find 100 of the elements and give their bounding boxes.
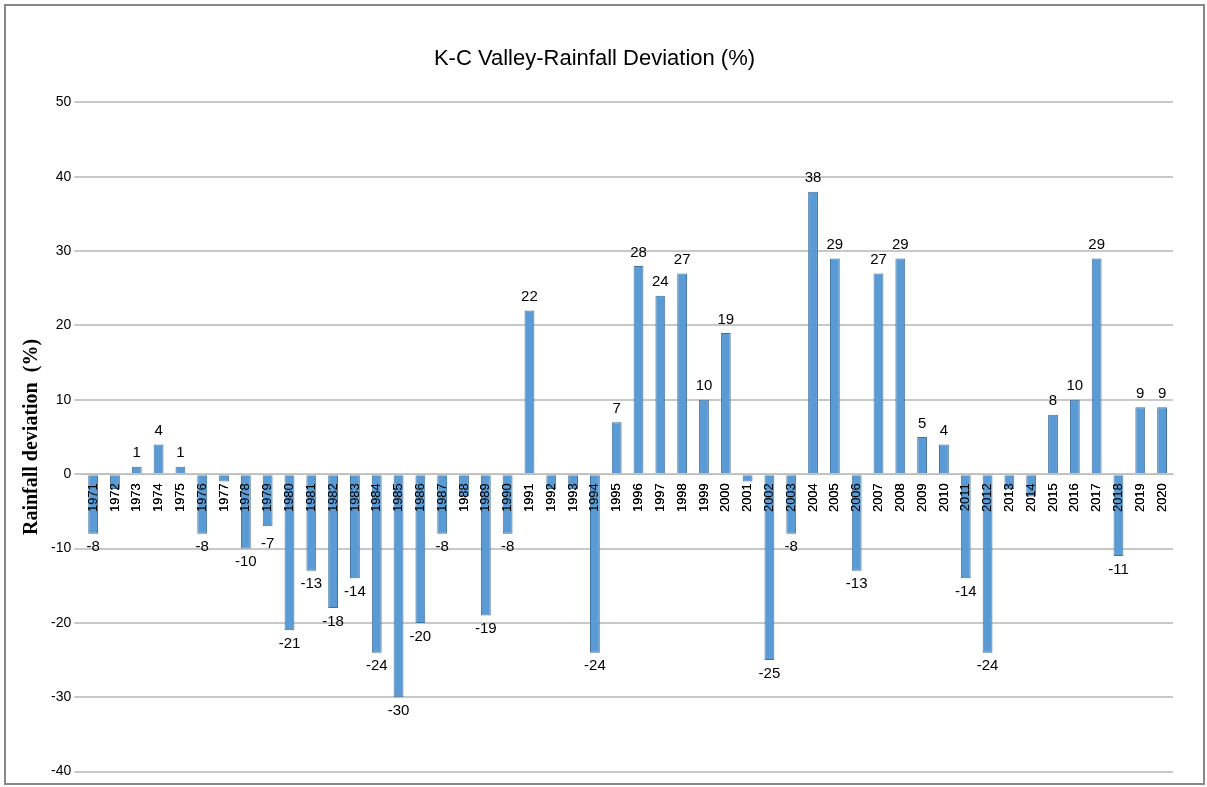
x-tick-label: 1981	[302, 483, 318, 513]
data-label: -13	[845, 574, 868, 592]
data-label: 10	[695, 376, 713, 394]
x-tick-label: 1978	[237, 483, 253, 513]
x-tick-label: 2014	[1022, 483, 1038, 513]
x-tick-label: 2018	[1110, 483, 1126, 513]
data-label: 1	[176, 443, 185, 461]
x-tick-label: 1998	[673, 483, 689, 513]
x-tick-label: 2000	[717, 483, 733, 513]
x-tick-label: 1987	[433, 483, 449, 513]
x-tick-label: 1980	[281, 483, 297, 513]
data-label: -14	[954, 581, 977, 599]
data-label: 28	[630, 242, 647, 260]
data-label: -10	[235, 552, 257, 570]
data-label: -7	[260, 533, 275, 551]
data-label: 29	[891, 235, 909, 253]
x-tick-label: 2016	[1066, 483, 1082, 513]
data-label: 4	[154, 421, 163, 439]
data-label: 9	[1157, 383, 1167, 401]
x-tick-label: 2010	[935, 483, 951, 513]
x-tick-label: 2013	[1000, 483, 1016, 513]
x-tick-label: 1983	[346, 483, 362, 513]
x-tick-label: 2006	[848, 483, 864, 513]
data-label: 38	[804, 168, 822, 186]
y-axis-title: Rainfall deviation (%)	[19, 338, 43, 536]
x-tick-label: 2005	[826, 483, 842, 513]
x-tick-label: 1992	[542, 483, 558, 513]
data-label: 7	[612, 398, 621, 416]
x-tick-label: 2008	[891, 483, 907, 513]
data-label: -18	[322, 611, 344, 629]
data-label: 22	[521, 287, 538, 305]
y-tick-label: 40	[55, 167, 72, 184]
data-label: 27	[673, 250, 691, 268]
data-label: -24	[976, 656, 999, 674]
x-tick-label: 1999	[695, 483, 711, 513]
data-label: -24	[365, 656, 388, 674]
data-label: -11	[1108, 559, 1129, 577]
data-label: 4	[939, 421, 949, 439]
x-tick-label: 1994	[586, 483, 602, 513]
x-tick-label: 2004	[804, 483, 820, 513]
x-tick-label: 1972	[106, 483, 122, 513]
y-tick-label: 0	[63, 465, 72, 482]
data-label: -24	[584, 656, 606, 674]
x-tick-label: 1989	[477, 483, 493, 513]
data-label: 5	[917, 413, 927, 431]
x-tick-label: 2003	[782, 483, 798, 513]
data-label: 10	[1066, 376, 1084, 394]
y-tick-label: -40	[51, 762, 72, 779]
data-label: -8	[435, 537, 449, 555]
x-tick-label: 1986	[411, 483, 427, 513]
data-label: 29	[1088, 235, 1105, 253]
data-label: -20	[409, 626, 432, 644]
x-tick-label: 1976	[193, 483, 209, 513]
data-label: -25	[758, 663, 781, 681]
x-tick-label: 1974	[150, 483, 166, 513]
data-label: -8	[784, 537, 798, 555]
data-label: -21	[278, 633, 301, 651]
data-label: -8	[500, 537, 515, 555]
y-tick-label: 50	[55, 93, 72, 110]
x-tick-label: 1975	[171, 483, 187, 513]
x-tick-label: 1979	[259, 483, 275, 513]
y-tick-label: 10	[55, 390, 72, 407]
x-tick-label: 1991	[521, 483, 537, 513]
x-tick-label: 2007	[870, 483, 886, 513]
x-tick-label: 2015	[1044, 483, 1060, 513]
x-tick-label: 1995	[608, 483, 624, 513]
y-tick-label: -30	[51, 688, 72, 705]
y-tick-label: 30	[55, 241, 72, 258]
x-tick-label: 1990	[499, 483, 515, 513]
x-tick-label: 2020	[1153, 483, 1169, 513]
data-label: -13	[300, 574, 323, 592]
data-label: -8	[195, 537, 209, 555]
x-tick-label: 1984	[368, 483, 384, 513]
data-label: -19	[474, 619, 497, 637]
data-label: 27	[870, 250, 887, 268]
data-label: 19	[717, 309, 735, 327]
x-tick-label: 2009	[913, 483, 929, 513]
x-tick-label: 1993	[564, 483, 580, 513]
x-tick-label: 2011	[957, 483, 973, 512]
data-label: 8	[1048, 391, 1058, 409]
x-tick-label: 1996	[630, 483, 646, 513]
data-label: 24	[652, 272, 669, 290]
x-tick-label: 1988	[455, 483, 471, 513]
data-label: 9	[1136, 383, 1145, 401]
y-tick-label: 20	[55, 316, 72, 333]
x-tick-label: 1973	[128, 483, 144, 513]
chart-title: K-C Valley-Rainfall Deviation (%)	[433, 45, 756, 71]
data-label: -8	[86, 537, 100, 555]
data-label: -30	[387, 700, 410, 718]
x-tick-label: 1985	[390, 483, 406, 513]
data-label: -14	[344, 581, 366, 599]
x-tick-label: 1971	[84, 483, 100, 513]
data-label: 1	[132, 443, 141, 461]
x-tick-label: 2019	[1131, 483, 1147, 513]
x-tick-label: 1982	[324, 483, 340, 513]
y-tick-label: -20	[51, 613, 72, 630]
x-tick-label: 1977	[215, 483, 231, 513]
x-tick-label: 2017	[1088, 483, 1104, 513]
x-tick-label: 1997	[651, 483, 667, 513]
x-tick-label: 2012	[979, 483, 995, 513]
